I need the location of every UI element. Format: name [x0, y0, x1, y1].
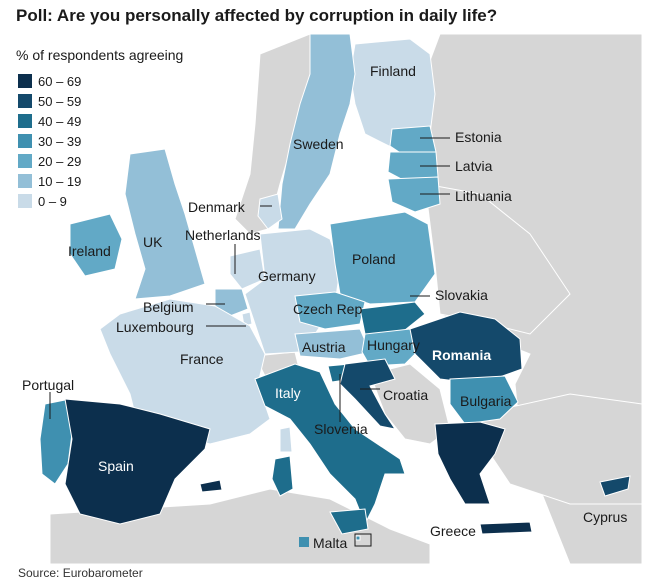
country-sicily[interactable]	[329, 508, 369, 535]
label-hungary: Hungary	[367, 337, 420, 353]
legend-swatch	[18, 74, 32, 88]
malta-swatch	[299, 537, 309, 547]
country-czech[interactable]	[294, 291, 366, 330]
label-netherlands: Netherlands	[185, 227, 261, 243]
label-cyprus: Cyprus	[583, 509, 627, 525]
legend-label: 40 – 49	[38, 114, 81, 129]
legend-swatch	[18, 94, 32, 108]
label-ireland: Ireland	[68, 243, 111, 259]
eu-countries	[39, 34, 631, 541]
label-belgium: Belgium	[143, 299, 194, 315]
legend-items: 60 – 69 50 – 59 40 – 49 30 – 39 20 – 29 10 – …	[18, 74, 81, 209]
leader-lines	[49, 137, 450, 422]
source-note: Source: Eurobarometer	[18, 566, 143, 580]
country-cyprus[interactable]	[599, 475, 631, 497]
country-bulgaria[interactable]	[449, 375, 519, 425]
country-balearics[interactable]	[199, 479, 223, 493]
country-denmark[interactable]	[257, 193, 283, 230]
legend-label: 50 – 59	[38, 94, 81, 109]
label-uk: UK	[143, 234, 163, 250]
label-france: France	[180, 351, 224, 367]
country-austria[interactable]	[294, 328, 371, 360]
label-luxembourg: Luxembourg	[116, 319, 194, 335]
country-corsica[interactable]	[279, 426, 293, 453]
legend-swatch	[18, 174, 32, 188]
label-slovakia: Slovakia	[435, 287, 488, 303]
label-czech: Czech Rep	[293, 301, 362, 317]
malta-inset-box	[354, 533, 372, 547]
country-netherlands[interactable]	[229, 248, 266, 290]
label-croatia: Croatia	[383, 387, 428, 403]
country-labels: Finland Sweden Estonia Latvia Lithuania …	[22, 63, 627, 551]
legend-label: 10 – 19	[38, 174, 81, 189]
label-malta: Malta	[313, 535, 347, 551]
label-estonia: Estonia	[455, 129, 502, 145]
label-italy: Italy	[275, 385, 301, 401]
country-malta[interactable]	[355, 535, 361, 541]
label-austria: Austria	[302, 339, 346, 355]
country-spain[interactable]	[64, 398, 211, 525]
legend-swatch	[18, 194, 32, 208]
legend-swatch	[18, 134, 32, 148]
country-greece[interactable]	[434, 421, 506, 505]
map-area: Finland Sweden Estonia Latvia Lithuania …	[10, 34, 642, 564]
legend-label: 60 – 69	[38, 74, 81, 89]
legend-swatch	[18, 114, 32, 128]
label-greece: Greece	[430, 523, 476, 539]
country-ireland[interactable]	[69, 213, 123, 277]
country-france[interactable]	[99, 298, 271, 445]
country-lithuania[interactable]	[387, 176, 441, 213]
country-italy[interactable]	[254, 363, 406, 526]
country-slovakia[interactable]	[359, 301, 426, 335]
label-denmark: Denmark	[188, 199, 246, 215]
label-latvia: Latvia	[455, 158, 493, 174]
country-romania[interactable]	[409, 311, 523, 385]
page-title: Poll: Are you personally affected by cor…	[16, 6, 498, 25]
legend-title: % of respondents agreeing	[16, 47, 183, 63]
label-portugal: Portugal	[22, 377, 74, 393]
legend: % of respondents agreeing 60 – 69 50 – 59…	[16, 47, 183, 209]
label-romania: Romania	[432, 347, 491, 363]
label-germany: Germany	[258, 268, 316, 284]
label-poland: Poland	[352, 251, 396, 267]
label-finland: Finland	[370, 63, 416, 79]
legend-label: 0 – 9	[38, 194, 67, 209]
country-sweden[interactable]	[277, 34, 356, 230]
label-spain: Spain	[98, 458, 134, 474]
legend-label: 20 – 29	[38, 154, 81, 169]
country-sardinia[interactable]	[271, 455, 294, 497]
label-sweden: Sweden	[293, 136, 344, 152]
country-uk[interactable]	[124, 148, 206, 300]
country-belgium[interactable]	[214, 288, 249, 317]
country-croatia[interactable]	[339, 358, 397, 430]
country-crete[interactable]	[479, 521, 533, 535]
legend-swatch	[18, 154, 32, 168]
legend-label: 30 – 39	[38, 134, 81, 149]
label-slovenia: Slovenia	[314, 421, 368, 437]
label-lithuania: Lithuania	[455, 188, 512, 204]
label-bulgaria: Bulgaria	[460, 393, 512, 409]
